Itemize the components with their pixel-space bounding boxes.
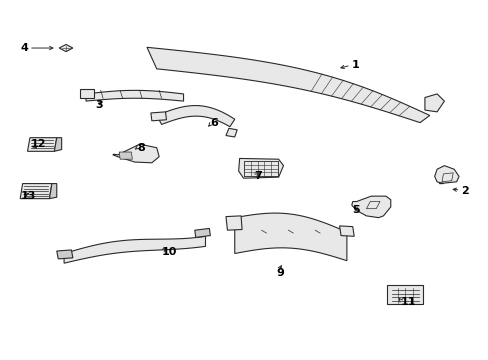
Text: 7: 7 — [254, 171, 262, 181]
Polygon shape — [225, 216, 242, 230]
Text: 9: 9 — [276, 268, 284, 278]
Polygon shape — [59, 44, 73, 51]
Text: 10: 10 — [161, 247, 177, 257]
Text: 13: 13 — [20, 191, 36, 201]
Polygon shape — [20, 184, 52, 199]
Polygon shape — [151, 112, 166, 121]
Text: 11: 11 — [400, 297, 415, 307]
Polygon shape — [64, 236, 205, 263]
Polygon shape — [157, 105, 234, 127]
Text: 8: 8 — [137, 143, 144, 153]
Polygon shape — [49, 184, 57, 199]
Polygon shape — [27, 138, 57, 151]
Polygon shape — [194, 228, 210, 237]
Polygon shape — [351, 196, 390, 218]
Text: 1: 1 — [351, 60, 359, 70]
Polygon shape — [234, 213, 346, 261]
Polygon shape — [86, 90, 183, 101]
Polygon shape — [113, 144, 159, 163]
Polygon shape — [54, 138, 61, 151]
Bar — [244, 161, 277, 176]
Text: 5: 5 — [351, 206, 359, 216]
Polygon shape — [225, 129, 237, 137]
Polygon shape — [339, 226, 353, 236]
Polygon shape — [424, 94, 444, 112]
Polygon shape — [57, 250, 73, 259]
Polygon shape — [147, 47, 429, 123]
Polygon shape — [119, 152, 132, 159]
FancyBboxPatch shape — [80, 89, 94, 98]
Text: 4: 4 — [20, 43, 28, 53]
Polygon shape — [434, 166, 458, 184]
Text: 2: 2 — [461, 186, 468, 196]
FancyBboxPatch shape — [386, 285, 423, 305]
Polygon shape — [238, 158, 283, 178]
Text: 12: 12 — [31, 139, 46, 149]
Text: 6: 6 — [210, 118, 218, 128]
Text: 3: 3 — [96, 100, 103, 110]
